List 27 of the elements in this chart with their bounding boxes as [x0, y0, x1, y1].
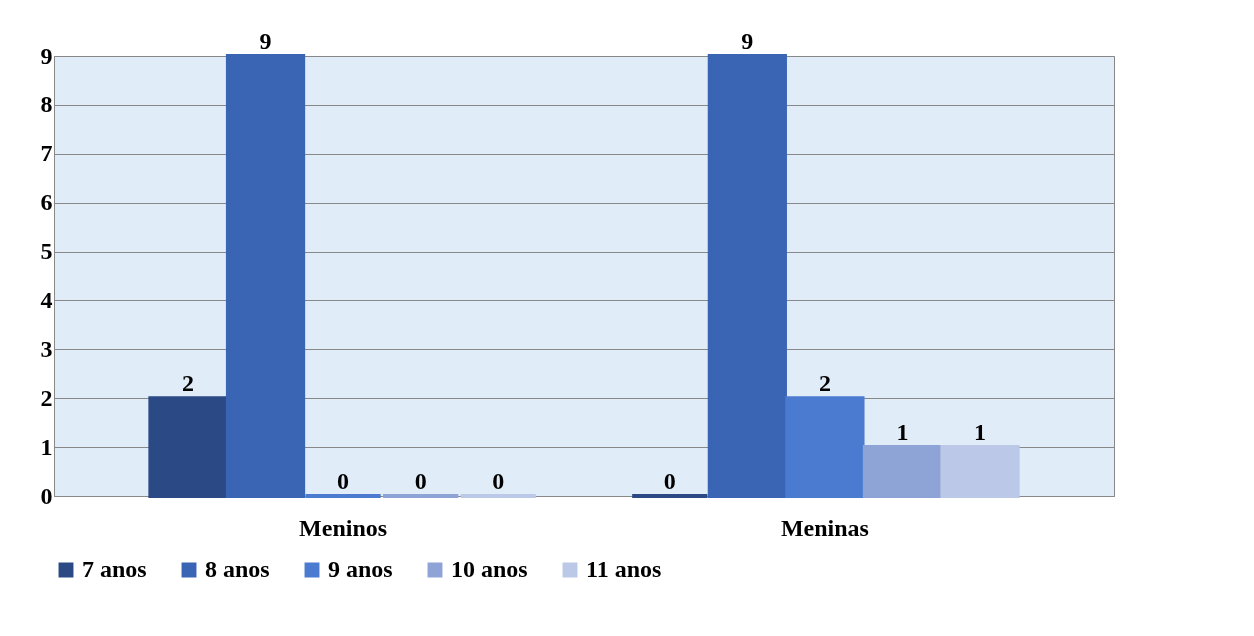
legend-label: 8 anos — [205, 556, 270, 582]
data-label: 2 — [818, 370, 831, 397]
y-tick-label: 2 — [40, 384, 53, 411]
data-label: 0 — [663, 468, 676, 494]
legend-label: 10 anos — [451, 556, 528, 582]
y-tick-label: 7 — [40, 140, 53, 167]
y-tick-label: 9 — [40, 42, 53, 69]
y-tick-label: 6 — [40, 189, 53, 216]
legend-label: 11 anos — [586, 556, 662, 582]
data-label: 0 — [337, 468, 350, 494]
y-tick-label: 8 — [40, 91, 53, 118]
data-label: 0 — [492, 468, 505, 494]
y-tick-label: 1 — [40, 433, 53, 460]
data-label: 0 — [414, 468, 427, 494]
legend-label: 7 anos — [82, 556, 147, 582]
y-tick-label: 4 — [40, 286, 53, 313]
legend-label: 9 anos — [328, 556, 393, 582]
y-tick-label: 3 — [40, 335, 53, 362]
data-label: 2 — [181, 370, 194, 397]
x-tick-label: Meninas — [780, 514, 869, 541]
data-label: 9 — [259, 28, 272, 54]
x-tick-label: Meninos — [299, 514, 388, 541]
y-tick-label: 5 — [40, 238, 53, 265]
y-tick-label: 0 — [40, 482, 53, 509]
data-label: 1 — [974, 419, 987, 446]
data-label: 1 — [896, 419, 909, 446]
data-label: 9 — [741, 28, 754, 54]
